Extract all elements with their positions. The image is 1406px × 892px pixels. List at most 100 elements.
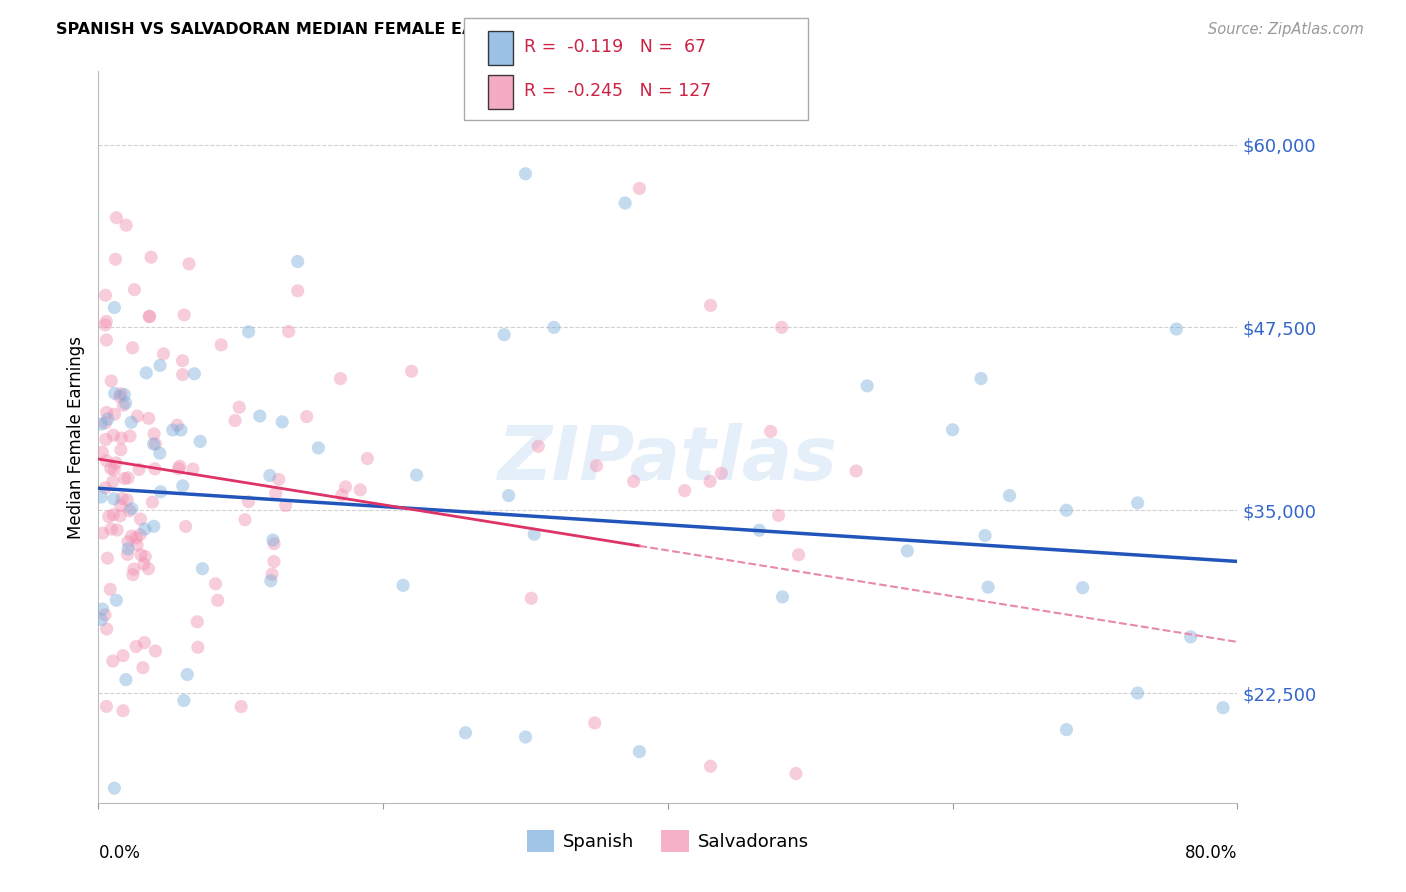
Point — [233, 513, 256, 527]
Point — [224, 413, 246, 427]
Point — [138, 411, 160, 425]
Point — [1166, 322, 1188, 336]
Point — [117, 534, 139, 549]
Point — [623, 475, 645, 489]
Point — [515, 730, 537, 744]
Point — [134, 635, 156, 649]
Point — [121, 567, 143, 582]
Point — [94, 318, 117, 332]
Point — [768, 508, 790, 523]
Point — [583, 715, 606, 730]
Point — [91, 445, 114, 459]
Point — [104, 386, 127, 401]
Point — [112, 648, 135, 663]
Point — [262, 567, 284, 582]
Point — [264, 486, 287, 500]
Point — [129, 548, 152, 562]
Point — [128, 462, 150, 476]
Point — [191, 562, 214, 576]
Point — [172, 353, 194, 368]
Point — [238, 325, 260, 339]
Point — [138, 310, 160, 324]
Point — [110, 499, 132, 513]
Point — [169, 459, 191, 474]
Text: 0.0%: 0.0% — [98, 844, 141, 862]
Point — [135, 366, 157, 380]
Point — [172, 479, 194, 493]
Point — [96, 333, 118, 347]
Point — [132, 661, 155, 675]
Point — [970, 371, 993, 385]
Point — [209, 338, 232, 352]
Point — [896, 544, 918, 558]
Point — [91, 602, 114, 616]
Point — [96, 551, 118, 566]
Point — [249, 409, 271, 423]
Point — [274, 499, 297, 513]
Point — [101, 475, 124, 489]
Point — [260, 574, 283, 588]
Point — [103, 508, 125, 522]
Point — [1180, 630, 1202, 644]
Point — [124, 283, 146, 297]
Point — [628, 745, 651, 759]
Point — [181, 462, 204, 476]
Point — [104, 252, 127, 267]
Point — [527, 439, 550, 453]
Point — [392, 578, 415, 592]
Point — [105, 593, 128, 607]
Point — [121, 341, 143, 355]
Point — [98, 582, 121, 597]
Point — [287, 284, 309, 298]
Text: ZIPatlas: ZIPatlas — [498, 423, 838, 496]
Point — [1071, 581, 1094, 595]
Point — [263, 555, 285, 569]
Point — [108, 508, 131, 523]
Point — [710, 467, 733, 481]
Point — [117, 471, 139, 485]
Point — [122, 562, 145, 576]
Point — [96, 699, 118, 714]
Point — [349, 483, 371, 497]
Point — [103, 491, 125, 506]
Point — [115, 673, 138, 687]
Point — [628, 181, 651, 195]
Point — [91, 526, 114, 541]
Point — [356, 451, 378, 466]
Point — [498, 489, 520, 503]
Point — [974, 528, 997, 542]
Point — [125, 538, 148, 552]
Point — [118, 504, 141, 518]
Point — [330, 488, 353, 502]
Text: Source: ZipAtlas.com: Source: ZipAtlas.com — [1208, 22, 1364, 37]
Point — [149, 359, 172, 373]
Point — [90, 417, 112, 431]
Point — [90, 613, 112, 627]
Point — [97, 509, 120, 524]
Point — [515, 167, 537, 181]
Point — [238, 494, 260, 508]
Point — [142, 519, 165, 533]
Point — [117, 541, 139, 556]
Point — [259, 468, 281, 483]
Point — [112, 398, 135, 412]
Point — [1126, 686, 1149, 700]
Point — [295, 409, 318, 424]
Point — [138, 562, 160, 576]
Point — [112, 704, 135, 718]
Point — [172, 368, 194, 382]
Point — [145, 644, 167, 658]
Point — [152, 347, 174, 361]
Point — [942, 423, 965, 437]
Point — [96, 454, 118, 468]
Point — [856, 379, 879, 393]
Point — [523, 527, 546, 541]
Point — [94, 416, 117, 430]
Point — [139, 250, 162, 264]
Point — [96, 314, 118, 328]
Point — [134, 549, 156, 564]
Point — [108, 390, 131, 404]
Point — [149, 484, 172, 499]
Point — [785, 766, 807, 780]
Point — [129, 512, 152, 526]
